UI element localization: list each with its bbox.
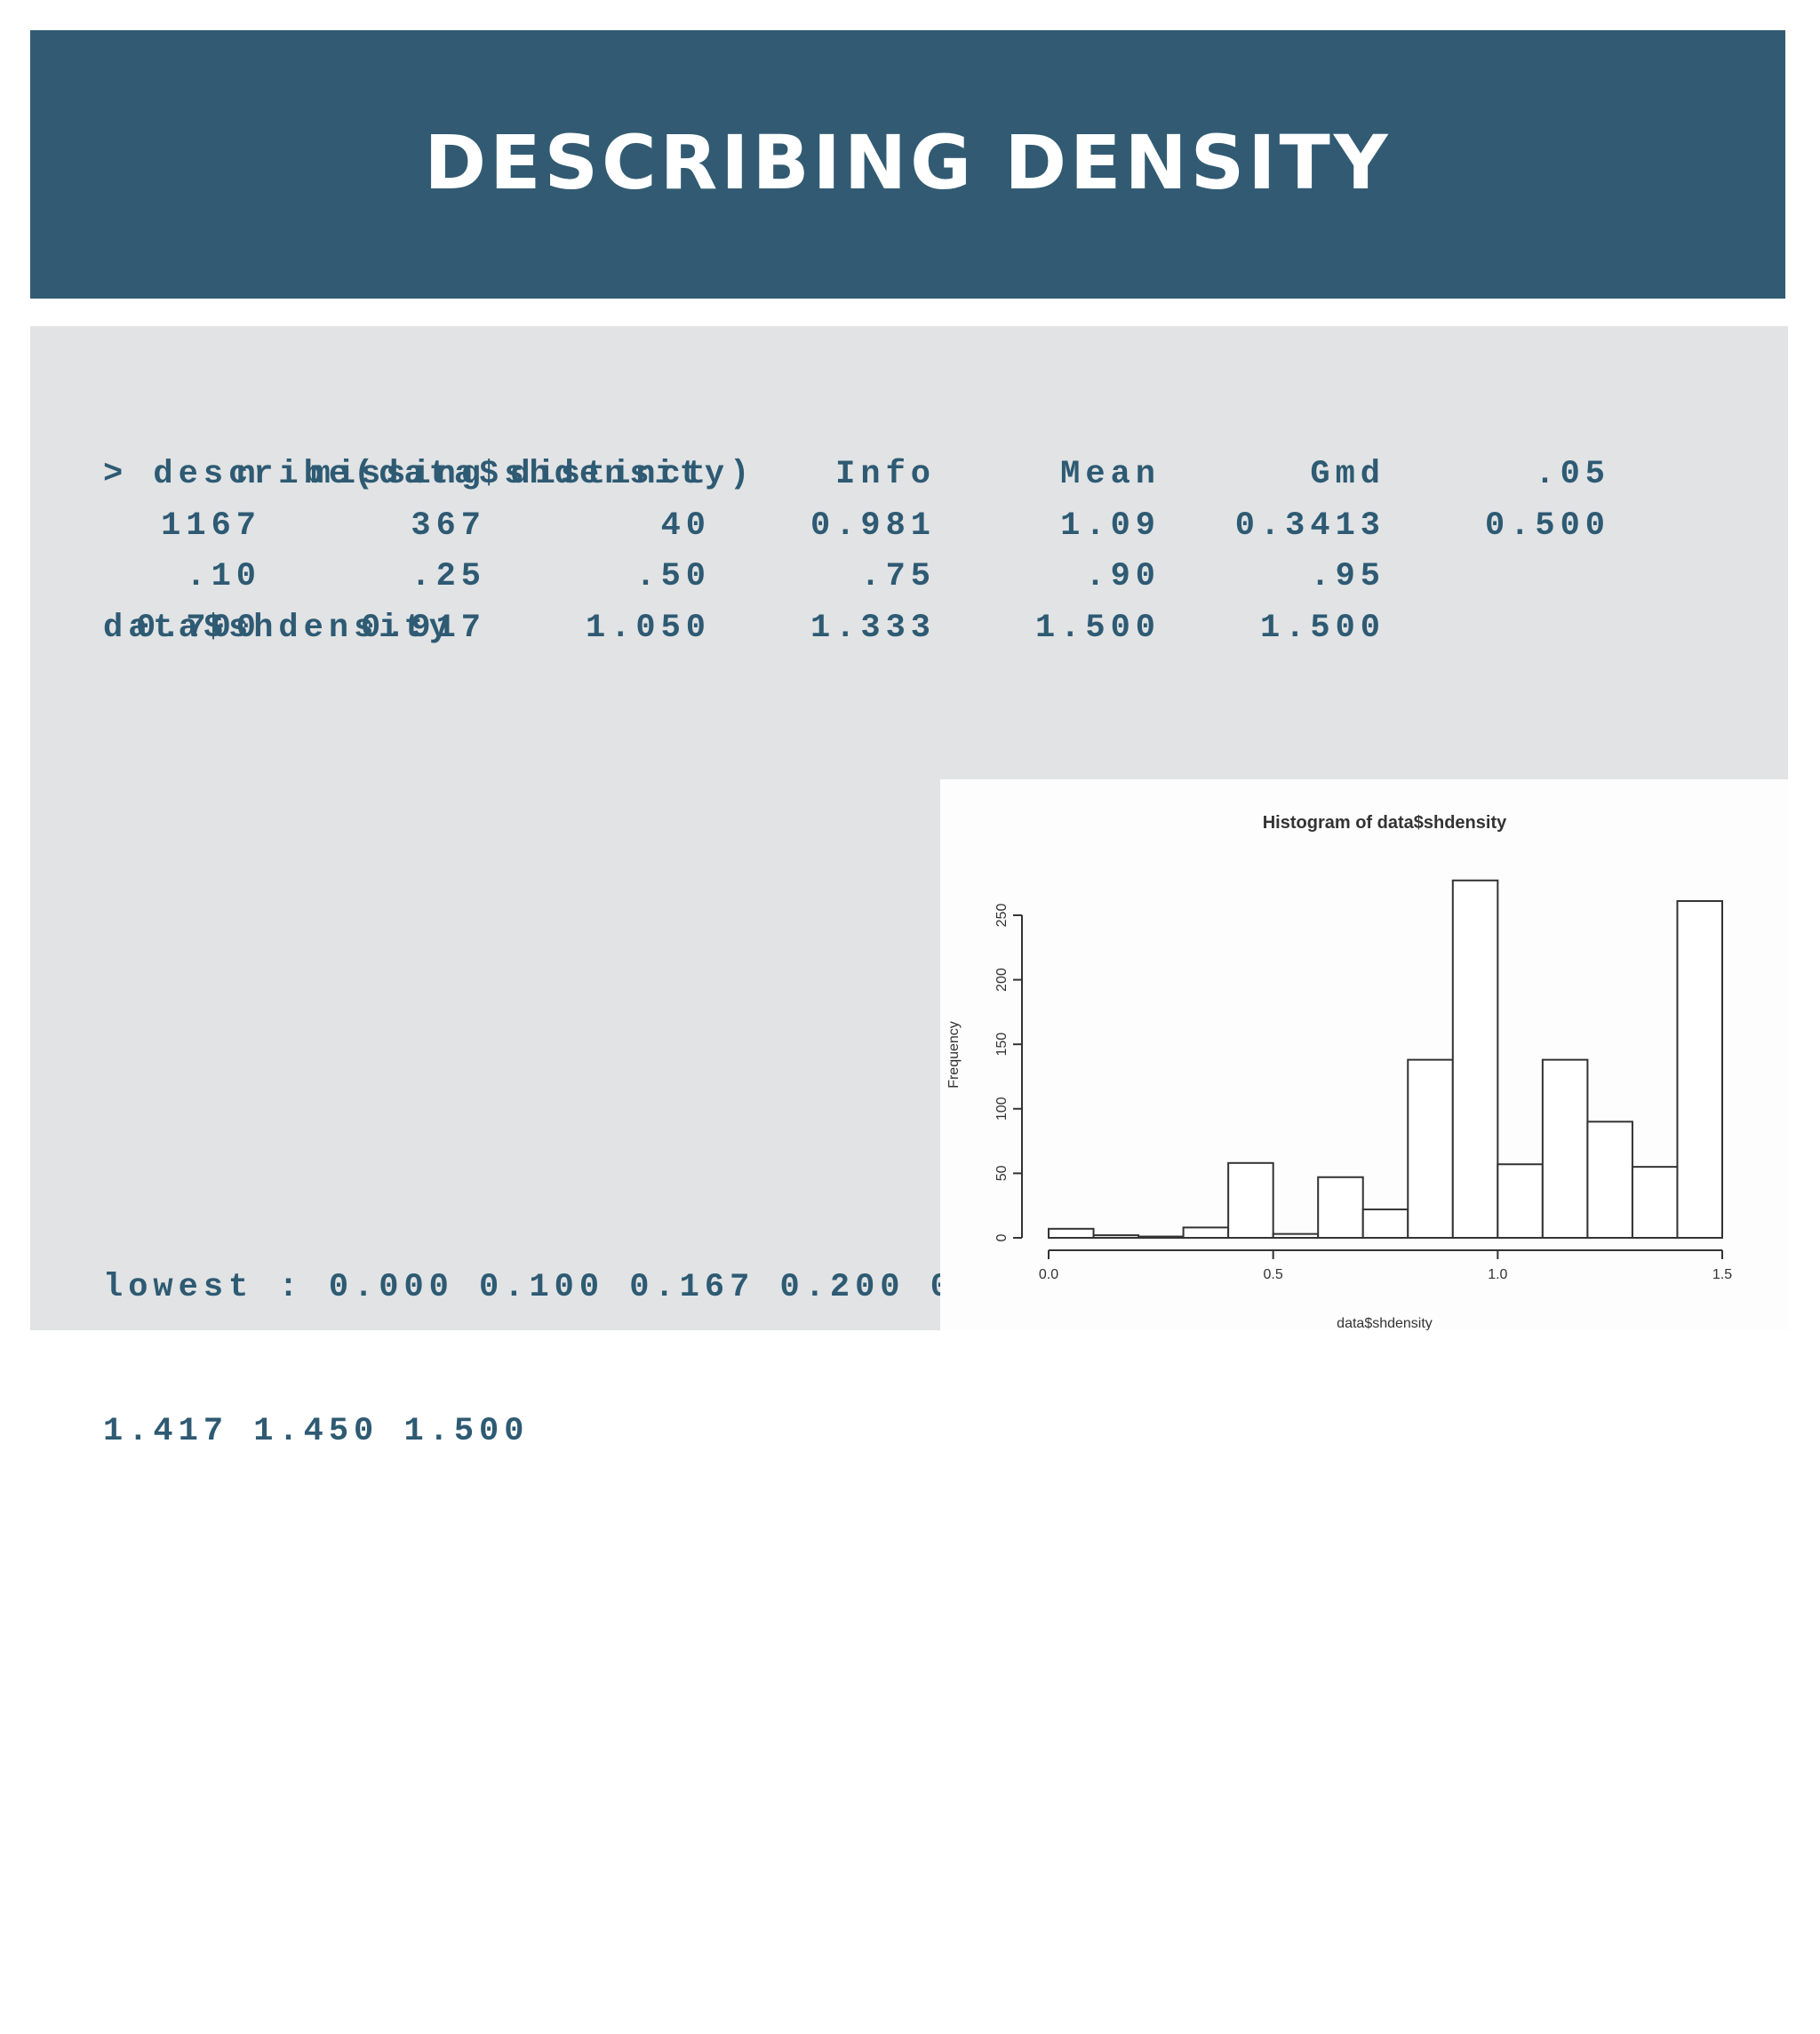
histogram-bar [1272,1232,1320,1240]
stat-header-q05: .05 [1535,456,1610,493]
stat-value-q10: 0.700 [135,609,261,647]
chart-title: Histogram of data$shdensity [1263,813,1507,833]
stat-value-info: 0.981 [810,507,936,545]
histogram-bars [1048,879,1724,1240]
stat-header-q10: .10 [186,558,261,595]
y-tick-label: 150 [994,1033,1010,1057]
x-tick-label: 1.0 [1488,1267,1507,1282]
histogram-bar [1586,1121,1633,1239]
stat-value-mean: 1.09 [1060,507,1161,545]
histogram-bar [1182,1226,1230,1240]
stat-header-gmd: Gmd [1310,456,1385,493]
page-title: DESCRIBING DENSITY [424,119,1392,206]
histogram-bar [1227,1161,1274,1239]
histogram-bar [1092,1234,1140,1240]
title-banner: DESCRIBING DENSITY [30,30,1785,299]
histogram-bar [1541,1058,1589,1239]
stat-header-n: n [235,456,261,493]
x-tick-label: 0.0 [1039,1267,1058,1282]
y-axis-label: Frequency [946,1021,962,1089]
histogram-bar [1361,1208,1409,1239]
stat-header-q90: .90 [1085,558,1161,595]
stat-header-mean: Mean [1060,456,1161,493]
histogram-bar [1451,879,1499,1240]
histogram-bar [1048,1227,1095,1239]
stat-value-q05: 0.500 [1484,507,1610,545]
y-tick-label: 200 [994,968,1010,992]
histogram-panel: Histogram of data$shdensity data$shdensi… [940,779,1788,1330]
x-axis: 0.0 0.5 1.0 1.5 [1039,1249,1732,1282]
stat-header-q25: .25 [411,558,486,595]
histogram-bar [1138,1235,1185,1239]
stat-value-q75: 1.333 [810,609,936,647]
stat-header-q95: .95 [1310,558,1385,595]
stat-value-q95: 1.500 [1259,609,1385,647]
histogram-bar [1676,900,1724,1239]
y-tick-label: 250 [994,904,1010,928]
x-axis-label: data$shdensity [1337,1316,1433,1330]
histogram-bar [1631,1166,1679,1240]
histogram-bar [1407,1058,1454,1239]
stat-value-gmd: 0.3413 [1234,507,1385,545]
stat-header-distinct: distinct [510,456,711,493]
console-command: > describe(data$shdensity) [103,456,755,493]
y-axis: 0 50 100 150 200 250 [994,904,1023,1241]
stat-header-q50: .50 [635,558,711,595]
histogram-bar [1317,1176,1364,1240]
stat-value-q90: 1.500 [1034,609,1161,647]
x-tick-label: 1.5 [1712,1267,1732,1282]
stat-value-n: 1167 [161,507,261,545]
stat-value-distinct: 40 [660,507,711,545]
stat-value-q25: 0.917 [360,609,486,647]
stat-header-q75: .75 [860,558,936,595]
histogram-bar [1497,1163,1544,1239]
describe-stats-table: n missing distinct Info Mean Gmd .05 116… [103,450,1703,654]
stat-header-info: Info [835,456,936,493]
y-tick-label: 0 [994,1233,1010,1241]
stat-header-missing: missing [310,456,486,493]
histogram-chart: Histogram of data$shdensity data$shdensi… [946,813,1732,1330]
x-tick-label: 0.5 [1264,1267,1283,1282]
stat-value-missing: 367 [411,507,486,545]
y-tick-label: 100 [994,1097,1010,1121]
console-variable-name: data$shdensity [103,609,454,647]
extremes-line-2: 1.417 1.450 1.500 [103,1413,530,1450]
y-tick-label: 50 [994,1165,1010,1181]
stat-value-q50: 1.050 [585,609,711,647]
